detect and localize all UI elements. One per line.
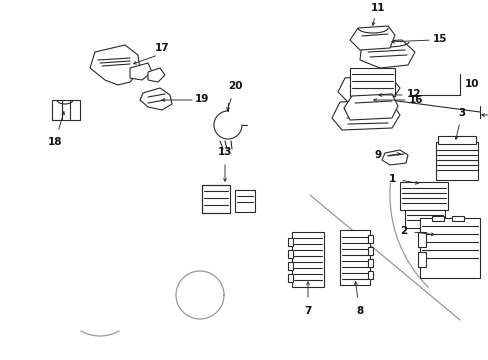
Bar xyxy=(339,230,369,285)
Bar xyxy=(437,136,475,144)
Polygon shape xyxy=(90,45,140,85)
Text: 7: 7 xyxy=(304,306,311,316)
Bar xyxy=(202,185,229,213)
Polygon shape xyxy=(343,94,397,120)
Bar xyxy=(235,190,254,212)
Text: 20: 20 xyxy=(227,81,242,91)
Text: 10: 10 xyxy=(464,79,479,89)
Text: 2: 2 xyxy=(400,226,407,236)
Polygon shape xyxy=(337,76,399,102)
Bar xyxy=(367,271,372,279)
Bar xyxy=(287,262,292,270)
Text: 1: 1 xyxy=(387,174,395,184)
Text: 9: 9 xyxy=(374,150,381,160)
Bar xyxy=(287,274,292,282)
Polygon shape xyxy=(148,68,164,82)
Bar xyxy=(404,210,444,228)
Text: 19: 19 xyxy=(194,94,209,104)
Bar xyxy=(451,216,463,221)
Text: 16: 16 xyxy=(408,95,423,105)
Polygon shape xyxy=(349,26,394,50)
Text: 8: 8 xyxy=(356,306,363,316)
Bar xyxy=(367,235,372,243)
Polygon shape xyxy=(331,100,399,130)
Text: 13: 13 xyxy=(217,147,232,157)
Polygon shape xyxy=(130,63,152,80)
Polygon shape xyxy=(381,150,407,165)
Polygon shape xyxy=(359,40,414,68)
Text: 3: 3 xyxy=(457,108,465,118)
Bar xyxy=(435,142,477,180)
Polygon shape xyxy=(140,88,172,110)
Bar xyxy=(417,252,425,267)
Text: 11: 11 xyxy=(370,3,385,13)
Bar xyxy=(349,68,394,96)
Text: 15: 15 xyxy=(432,34,447,44)
Bar xyxy=(52,100,80,120)
Bar xyxy=(417,232,425,247)
Bar xyxy=(287,250,292,258)
Bar xyxy=(431,216,443,221)
Text: 17: 17 xyxy=(154,43,169,53)
Bar xyxy=(399,182,447,210)
Bar xyxy=(291,232,324,287)
Bar xyxy=(367,247,372,255)
Text: 12: 12 xyxy=(406,89,420,99)
Text: 18: 18 xyxy=(48,137,62,147)
Bar xyxy=(367,259,372,267)
Bar xyxy=(419,218,479,278)
Bar xyxy=(287,238,292,246)
